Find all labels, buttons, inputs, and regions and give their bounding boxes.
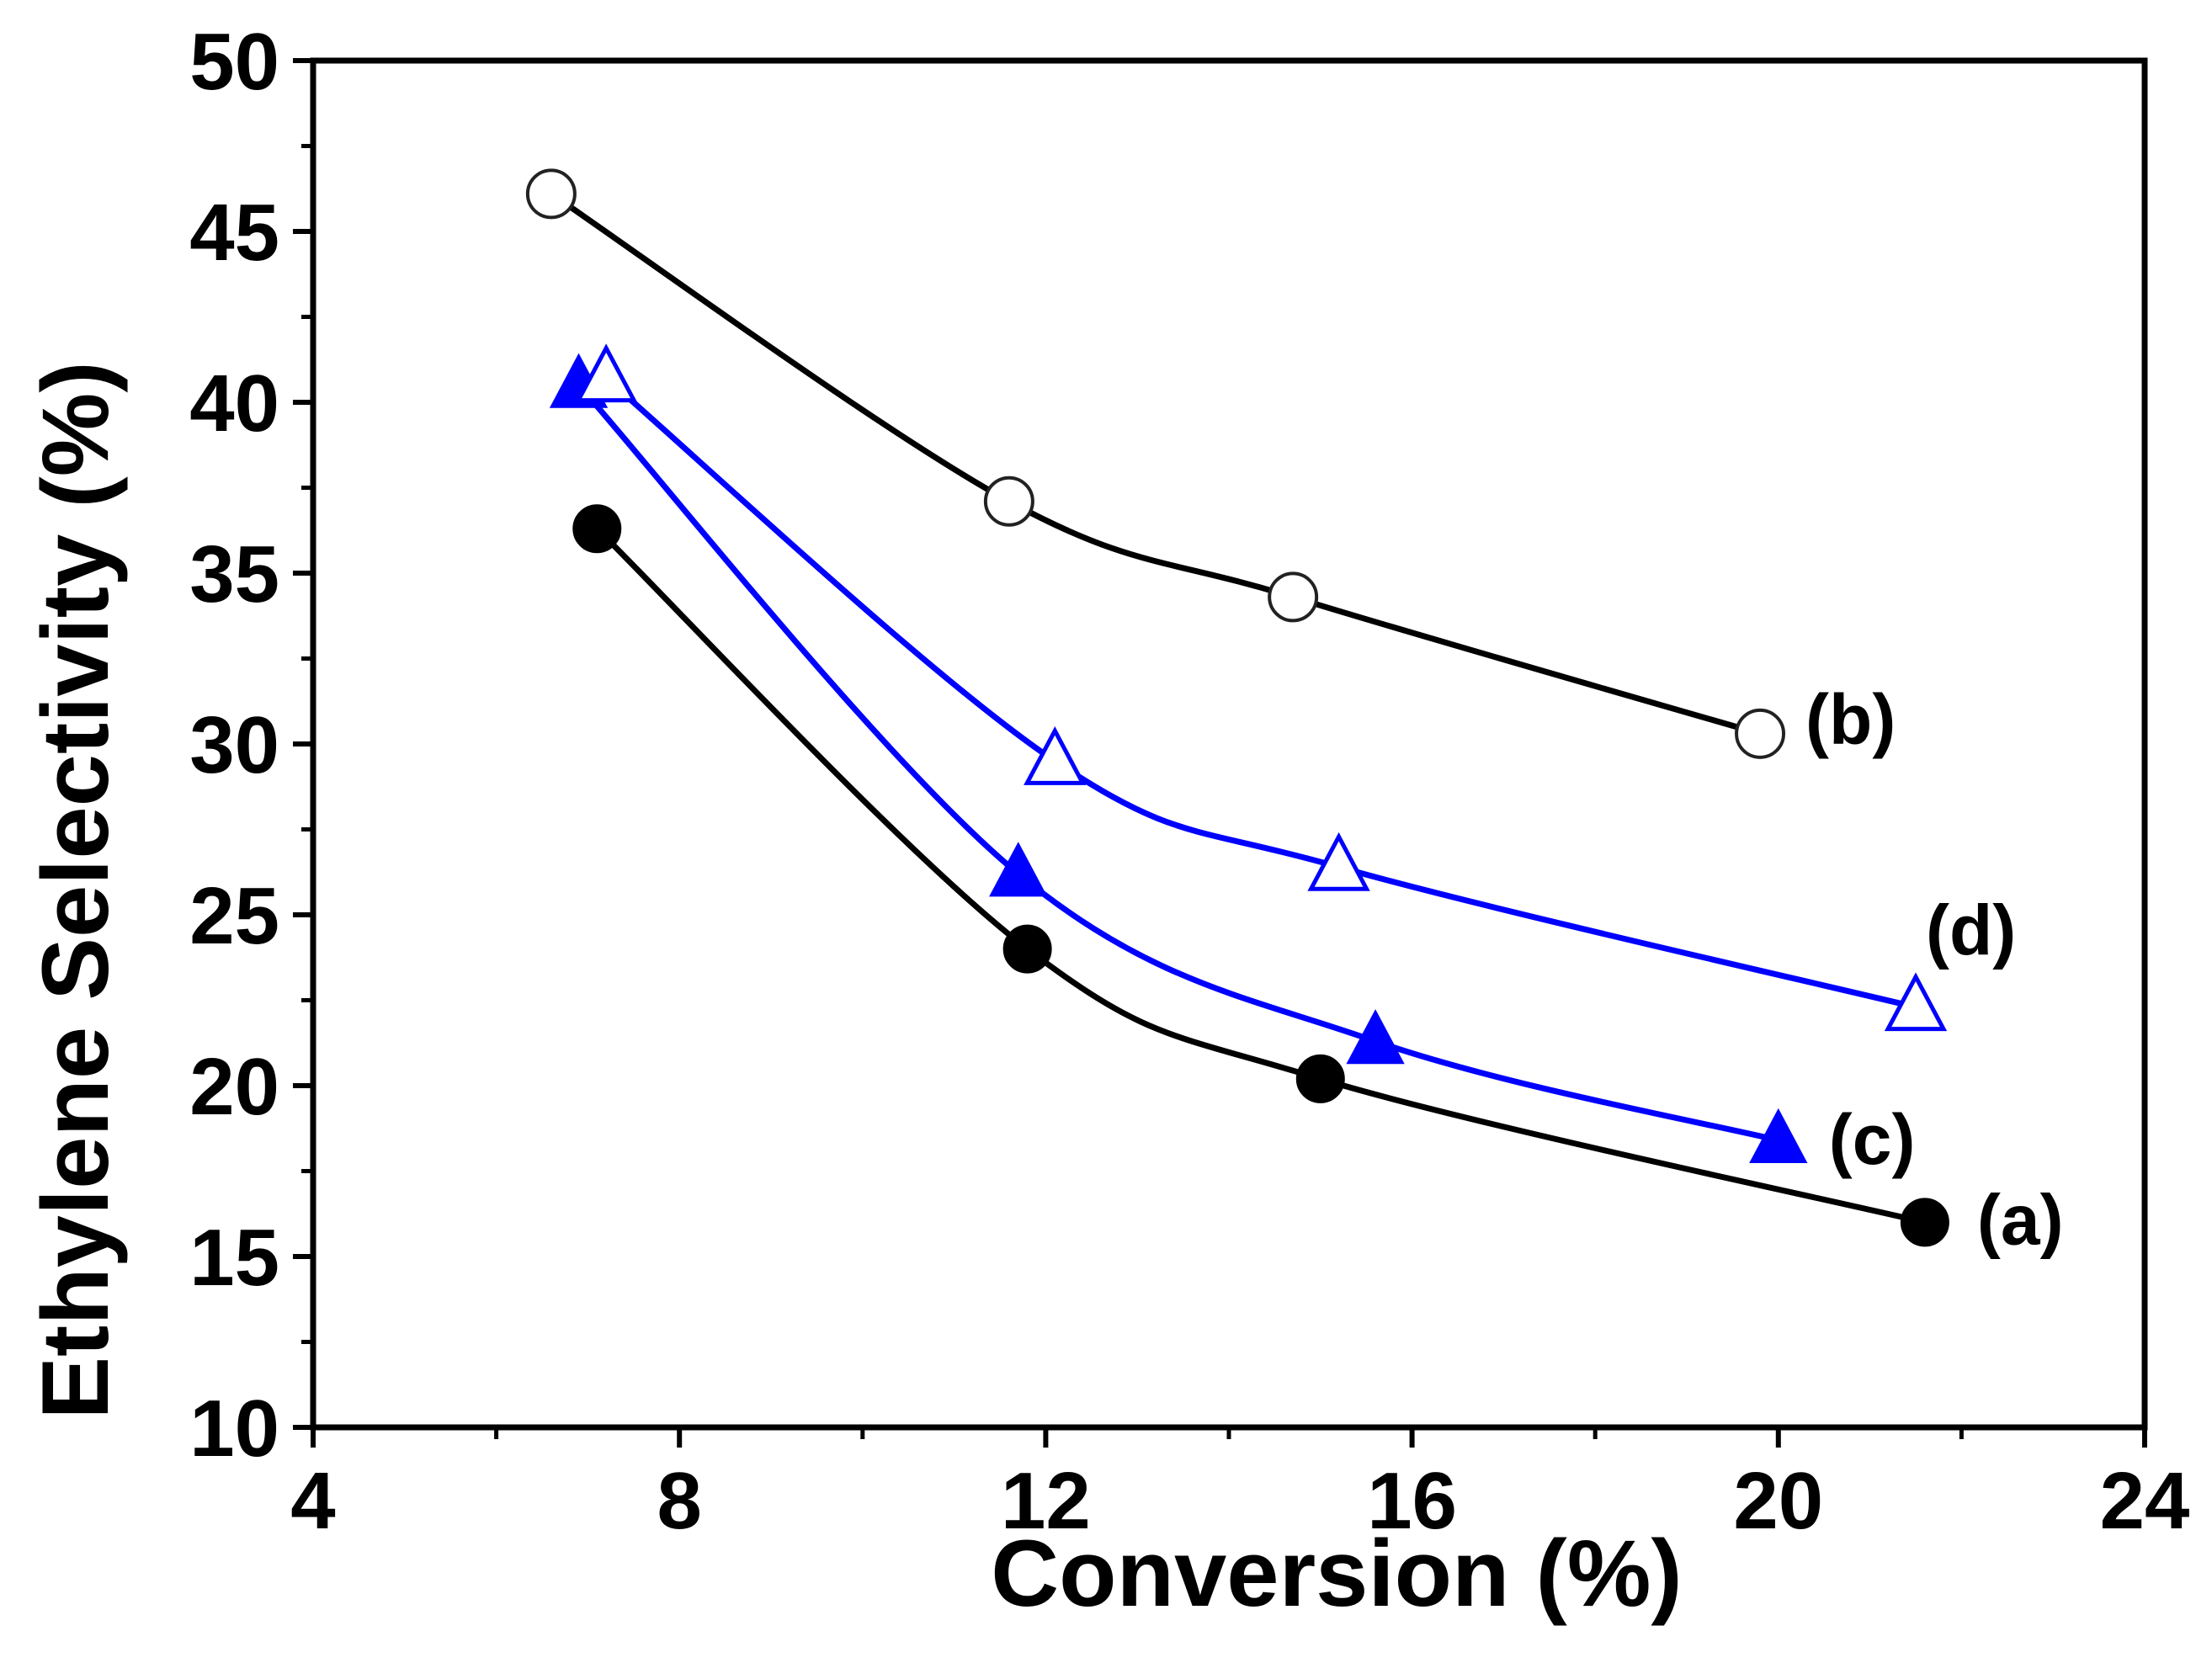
x-axis-title: Conversion (%)	[991, 1521, 1682, 1626]
series-label-c: (c)	[1829, 1100, 1916, 1179]
data-point-a	[1900, 1198, 1949, 1247]
x-tick-label: 8	[657, 1456, 702, 1546]
data-point-d	[1884, 972, 1948, 1032]
series-lines	[549, 191, 1926, 1225]
y-tick-label: 20	[189, 1042, 279, 1132]
y-tick-label: 25	[189, 871, 279, 961]
series-line-d	[604, 375, 1917, 1011]
series-line-c	[576, 383, 1779, 1144]
y-tick-label: 15	[189, 1213, 279, 1303]
y-tick-label: 10	[189, 1384, 279, 1474]
x-tick-label: 24	[2100, 1456, 2190, 1546]
series-markers	[525, 168, 1949, 1247]
y-tick-label: 50	[189, 17, 279, 107]
data-point-a	[572, 504, 622, 554]
series-label-a: (a)	[1977, 1180, 2064, 1259]
y-axis-title: Ethylene Selectivity (%)	[23, 361, 128, 1419]
data-point-c	[1346, 1009, 1405, 1065]
data-point-a	[1002, 924, 1052, 974]
data-point-d	[1024, 726, 1087, 785]
data-point-c	[989, 842, 1048, 897]
series-line-a	[594, 526, 1926, 1225]
x-tick-label: 16	[1367, 1456, 1457, 1546]
data-point-b	[983, 476, 1034, 527]
data-point-a	[1295, 1054, 1345, 1103]
y-axis: 10 15 20 25 30 35 40 45 50	[189, 17, 313, 1474]
series-labels: (a) (b) (c) (d)	[1805, 680, 2064, 1260]
data-point-c	[1749, 1108, 1808, 1163]
data-point-d	[1307, 832, 1370, 891]
data-point-b	[525, 168, 577, 220]
y-tick-label: 45	[189, 188, 279, 278]
y-tick-label: 35	[189, 529, 279, 619]
series-line-b	[549, 191, 1762, 737]
x-tick-label: 12	[1001, 1456, 1091, 1546]
series-label-d: (d)	[1926, 891, 2016, 970]
y-tick-label: 30	[189, 700, 279, 790]
x-tick-label: 4	[290, 1456, 335, 1546]
series-label-b: (b)	[1805, 680, 1896, 759]
x-axis: 4 8 12 16 20 24	[290, 1427, 2189, 1546]
y-tick-label: 40	[189, 359, 279, 449]
data-point-b	[1268, 571, 1319, 623]
data-point-b	[1735, 708, 1786, 759]
x-tick-label: 20	[1733, 1456, 1823, 1546]
data-point-d	[574, 343, 638, 403]
